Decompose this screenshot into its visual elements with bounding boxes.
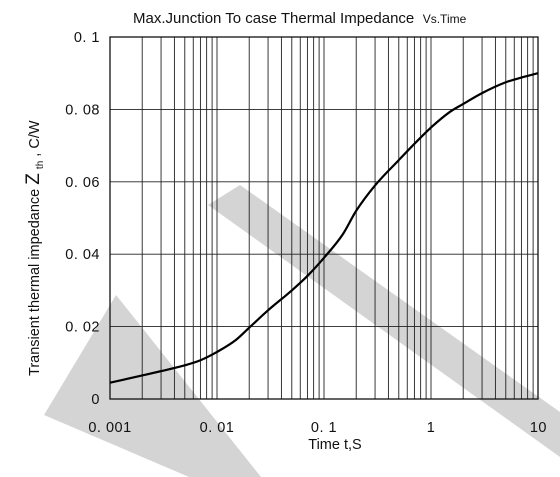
x-tick-label: 1 <box>427 420 436 436</box>
y-tick-label: 0 <box>91 392 100 408</box>
y-axis-label: Transient thermal impedance Z th , C/W <box>23 120 47 376</box>
watermark-stripe-left <box>44 295 261 477</box>
y-tick-label: 0. 1 <box>74 30 100 46</box>
watermark <box>44 185 560 477</box>
x-tick-label: 0. 001 <box>88 420 131 436</box>
x-tick-label: 10 <box>530 420 547 436</box>
chart-title: Max.Junction To case Thermal Impedance V… <box>133 10 467 27</box>
x-tick-labels: 0. 001 0. 01 0. 1 1 10 <box>88 420 547 436</box>
impedance-curve <box>109 72 539 384</box>
y-tick-label: 0. 06 <box>65 175 100 191</box>
y-tick-label: 0. 02 <box>65 320 100 336</box>
x-tick-label: 0. 1 <box>311 420 337 436</box>
y-tick-labels: 0 0. 02 0. 04 0. 06 0. 08 0. 1 <box>65 30 100 408</box>
x-axis-label: Time t,S <box>308 437 361 453</box>
y-axis-label-subscript: th <box>35 161 46 169</box>
plot-frame <box>109 36 539 400</box>
x-tick-label: 0. 01 <box>200 420 235 436</box>
y-axis-label-unit: , C/W <box>27 120 43 157</box>
y-axis-label-symbol: Z <box>23 173 44 185</box>
chart-title-main: Max.Junction To case Thermal Impedance <box>133 10 414 27</box>
y-axis-label-prefix: Transient thermal impedance <box>27 185 43 376</box>
chart-title-suffix: Vs.Time <box>423 12 467 26</box>
watermark-stripe-right <box>208 185 560 457</box>
grid <box>110 37 538 399</box>
y-tick-label: 0. 04 <box>65 247 100 263</box>
y-tick-label: 0. 08 <box>65 102 100 118</box>
